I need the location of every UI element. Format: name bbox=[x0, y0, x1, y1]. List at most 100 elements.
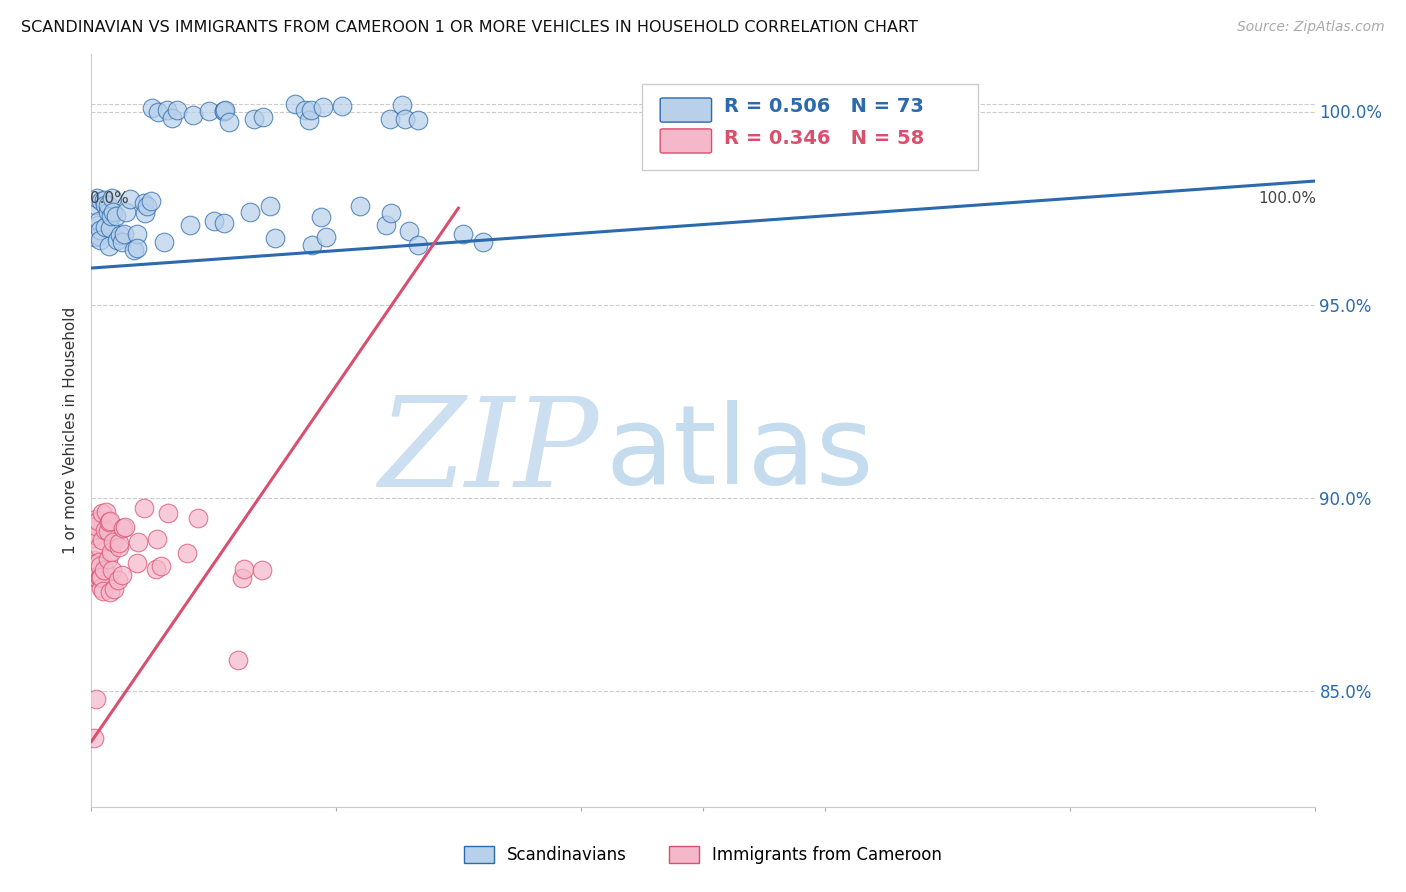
Point bbox=[89, 214, 111, 228]
Point bbox=[90, 570, 112, 584]
Point bbox=[125, 556, 148, 570]
Point bbox=[252, 111, 274, 125]
Point bbox=[87, 555, 110, 569]
Text: Source: ZipAtlas.com: Source: ZipAtlas.com bbox=[1237, 20, 1385, 34]
Point bbox=[136, 199, 159, 213]
Point bbox=[94, 524, 117, 538]
Point bbox=[349, 199, 371, 213]
FancyBboxPatch shape bbox=[661, 129, 711, 153]
Point bbox=[84, 198, 107, 212]
Point bbox=[97, 524, 120, 538]
Point bbox=[82, 516, 104, 530]
Point bbox=[83, 557, 105, 571]
Point bbox=[83, 564, 105, 578]
Point bbox=[90, 194, 112, 208]
Point bbox=[93, 584, 115, 599]
Point bbox=[232, 562, 254, 576]
Point bbox=[118, 192, 141, 206]
Point bbox=[212, 104, 235, 119]
Point bbox=[398, 224, 420, 238]
Point bbox=[127, 534, 149, 549]
Point bbox=[380, 206, 402, 220]
Point bbox=[83, 731, 105, 745]
Point bbox=[146, 105, 169, 120]
Point bbox=[157, 506, 180, 520]
Text: 0.0%: 0.0% bbox=[90, 192, 129, 206]
FancyBboxPatch shape bbox=[643, 84, 979, 170]
Point bbox=[299, 103, 322, 117]
Point bbox=[94, 220, 117, 235]
Point bbox=[179, 218, 201, 232]
Point bbox=[264, 231, 287, 245]
Point bbox=[134, 206, 156, 220]
Point bbox=[107, 540, 129, 554]
Text: 100.0%: 100.0% bbox=[1258, 192, 1316, 206]
Point bbox=[87, 229, 110, 244]
Point bbox=[141, 101, 163, 115]
Point bbox=[250, 563, 273, 577]
Point bbox=[330, 98, 353, 112]
Point bbox=[218, 114, 240, 128]
Point bbox=[122, 243, 145, 257]
Point bbox=[231, 572, 253, 586]
Point bbox=[101, 534, 124, 549]
Point bbox=[212, 216, 235, 230]
Point bbox=[103, 205, 125, 219]
Point bbox=[114, 519, 136, 533]
Point bbox=[212, 104, 235, 119]
Text: R = 0.346   N = 58: R = 0.346 N = 58 bbox=[724, 129, 924, 148]
Point bbox=[84, 565, 107, 579]
Point bbox=[239, 204, 262, 219]
Point bbox=[98, 515, 121, 529]
Point bbox=[84, 519, 107, 533]
Point bbox=[87, 219, 110, 233]
Point bbox=[378, 112, 401, 126]
Point bbox=[84, 528, 107, 542]
Point bbox=[471, 235, 494, 249]
Point bbox=[112, 227, 135, 242]
Point bbox=[100, 209, 122, 223]
Point bbox=[214, 103, 236, 117]
Y-axis label: 1 or more Vehicles in Household: 1 or more Vehicles in Household bbox=[63, 307, 79, 554]
Point bbox=[83, 553, 105, 567]
Point bbox=[84, 230, 107, 244]
Point bbox=[89, 571, 111, 585]
Point bbox=[83, 570, 105, 584]
Point bbox=[176, 546, 198, 560]
Point bbox=[152, 235, 174, 250]
FancyBboxPatch shape bbox=[661, 98, 711, 122]
Point bbox=[86, 191, 108, 205]
Point bbox=[108, 536, 131, 550]
Point bbox=[134, 196, 156, 211]
Point bbox=[103, 582, 125, 596]
Point bbox=[89, 558, 111, 573]
Point bbox=[374, 219, 396, 233]
Point bbox=[294, 103, 316, 118]
Point bbox=[150, 559, 173, 574]
Point bbox=[145, 562, 167, 576]
Point bbox=[202, 214, 225, 228]
Point bbox=[98, 221, 121, 235]
Point bbox=[105, 233, 128, 247]
Point bbox=[187, 511, 209, 525]
Text: atlas: atlas bbox=[605, 400, 873, 507]
Point bbox=[87, 540, 110, 554]
Point bbox=[97, 205, 120, 219]
Point bbox=[82, 531, 104, 545]
Point bbox=[93, 193, 115, 207]
Point bbox=[108, 227, 131, 242]
Point bbox=[97, 552, 120, 566]
Point bbox=[111, 567, 134, 582]
Point bbox=[139, 194, 162, 208]
Point bbox=[90, 506, 112, 520]
Point bbox=[111, 235, 134, 249]
Text: SCANDINAVIAN VS IMMIGRANTS FROM CAMEROON 1 OR MORE VEHICLES IN HOUSEHOLD CORRELA: SCANDINAVIAN VS IMMIGRANTS FROM CAMEROON… bbox=[21, 20, 918, 35]
Point bbox=[127, 241, 149, 255]
Point bbox=[98, 514, 121, 528]
Point bbox=[198, 104, 221, 119]
Point bbox=[115, 204, 138, 219]
Point bbox=[406, 113, 429, 128]
Point bbox=[391, 97, 413, 112]
Point bbox=[298, 112, 321, 127]
Point bbox=[453, 227, 475, 242]
